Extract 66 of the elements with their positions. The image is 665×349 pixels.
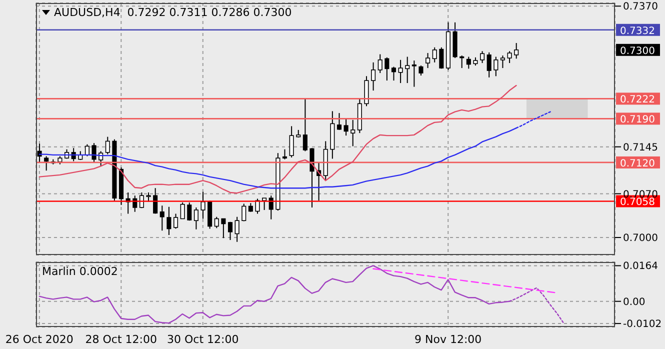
y-tick-label: 0.7145 xyxy=(623,142,658,154)
x-tick-label: 28 Oct 12:00 xyxy=(85,332,158,346)
candlestick xyxy=(146,192,151,202)
candlestick xyxy=(200,191,206,220)
candlestick xyxy=(500,55,505,69)
y-tick-label: 0.00 xyxy=(623,296,646,308)
candlestick xyxy=(160,205,164,232)
candlestick xyxy=(350,119,356,147)
candlestick xyxy=(268,195,274,220)
ref-line-label: 0.7222 xyxy=(620,94,655,106)
candlestick xyxy=(460,55,464,69)
candlestick xyxy=(92,142,96,163)
ref-line-label: 0.7332 xyxy=(620,26,655,37)
candlestick xyxy=(242,203,246,222)
candlestick xyxy=(391,66,396,82)
candlestick xyxy=(187,202,192,222)
x-tick-label: 26 Oct 2020 xyxy=(5,332,74,346)
candlestick xyxy=(302,98,308,152)
y-tick-label: -0.0102 xyxy=(623,319,662,330)
candlestick xyxy=(105,136,110,155)
candlestick xyxy=(432,46,437,63)
candlestick xyxy=(166,206,172,236)
x-tick-label: 9 Nov 12:00 xyxy=(414,332,482,346)
candlestick xyxy=(336,112,342,130)
candlestick xyxy=(194,206,198,230)
candlestick xyxy=(289,126,294,158)
candlestick xyxy=(439,46,444,70)
candlestick xyxy=(262,198,267,210)
line-series xyxy=(38,84,517,194)
candlestick xyxy=(507,50,512,64)
candlestick xyxy=(310,148,314,208)
candlestick xyxy=(173,213,178,230)
chart-title: Marlin 0.0002 xyxy=(42,265,118,278)
x-tick-label: 30 Oct 12:00 xyxy=(167,332,239,346)
ref-line-label: 0.7120 xyxy=(620,158,655,170)
candlestick xyxy=(514,42,519,60)
candlestick xyxy=(234,216,240,242)
candlestick xyxy=(255,198,260,214)
candlestick xyxy=(180,202,185,220)
y-tick-label: 0.7000 xyxy=(623,233,658,244)
y-tick-label: 0.7370 xyxy=(623,2,658,13)
candlestick xyxy=(480,50,485,64)
candlestick xyxy=(371,62,376,92)
candlestick xyxy=(418,65,424,76)
ref-line-label: 0.7190 xyxy=(620,114,655,126)
candlestick xyxy=(494,56,498,77)
y-tick-label: 0.0164 xyxy=(623,261,658,272)
candlestick xyxy=(378,54,382,74)
candlestick xyxy=(344,118,348,136)
candlestick xyxy=(221,218,226,239)
candlestick xyxy=(398,59,403,84)
candlestick xyxy=(98,150,104,167)
candlestick xyxy=(426,52,430,69)
text: 0.7300 xyxy=(620,46,655,57)
candlestick xyxy=(384,56,390,82)
candlestick xyxy=(282,148,288,160)
candlestick xyxy=(214,216,219,229)
candlestick xyxy=(364,76,369,107)
candlestick xyxy=(228,221,233,240)
candlestick xyxy=(486,52,492,78)
candlestick xyxy=(44,156,49,172)
chart-title: AUDUSD,H4 0.7292 0.7311 0.7286 0.7300 xyxy=(54,6,292,19)
candlestick xyxy=(466,56,471,70)
candlestick xyxy=(37,143,42,163)
candlestick xyxy=(412,60,416,88)
candlestick xyxy=(405,56,410,84)
